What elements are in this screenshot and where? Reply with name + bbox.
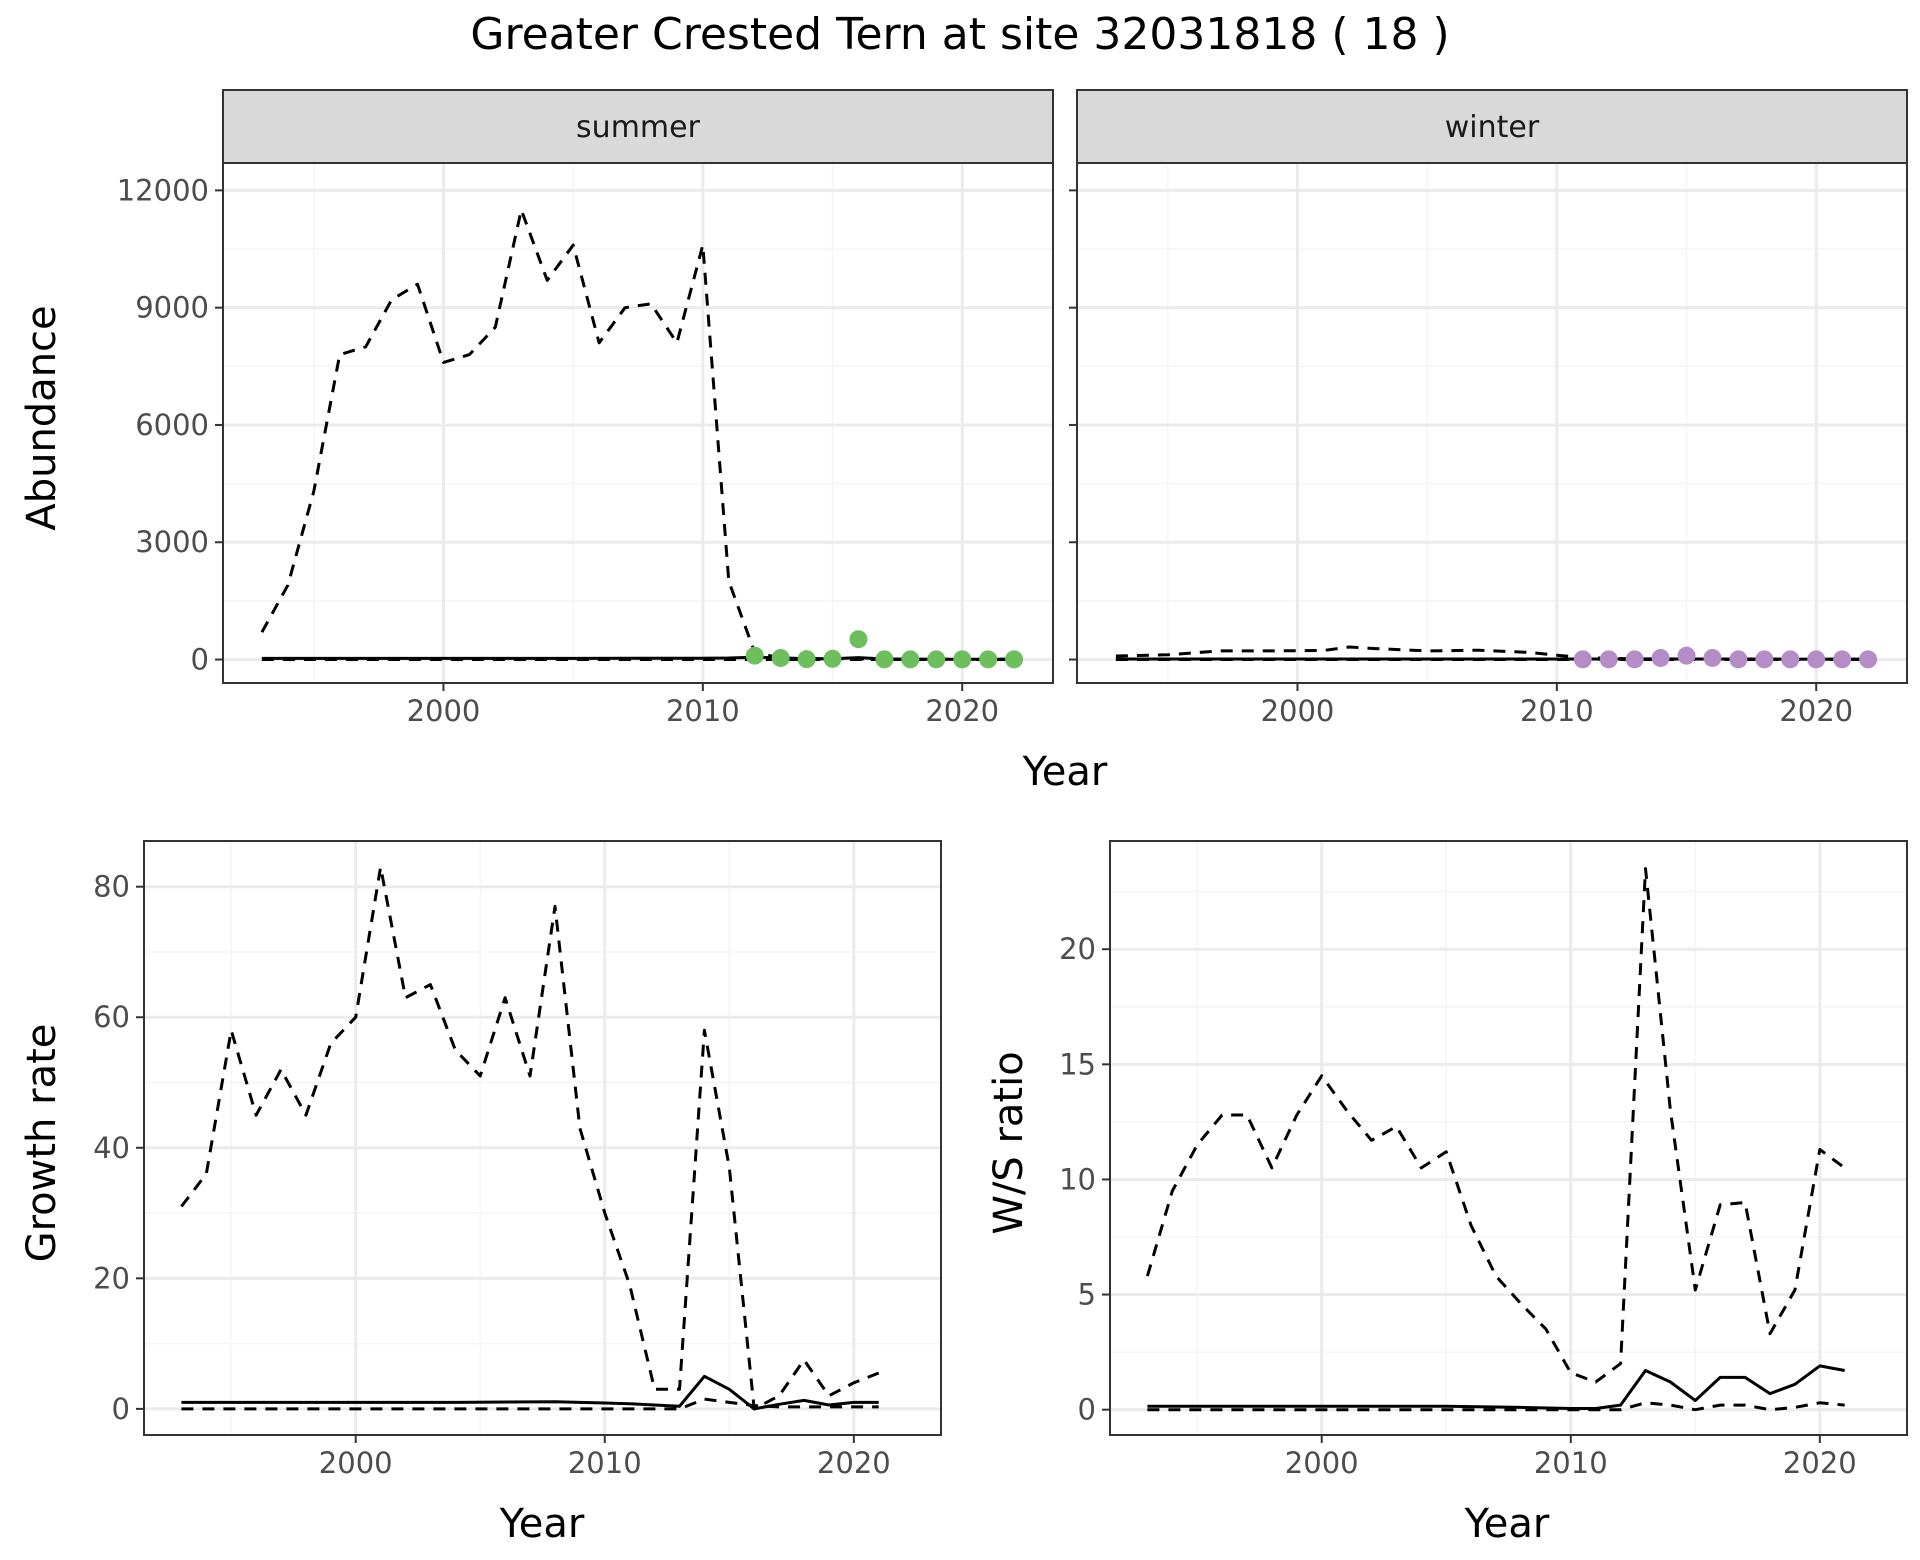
abundance-winter-data-point xyxy=(1859,650,1878,669)
ratio-y-tick-label: 5 xyxy=(1078,1278,1096,1312)
ratio-series-solid-2 xyxy=(1147,1364,1845,1410)
abundance-summer-data-point xyxy=(823,649,842,668)
ratio-x-tick-label: 2010 xyxy=(1534,1446,1608,1480)
abundance-winter-data-point xyxy=(1599,650,1618,669)
abundance-summer-data-point xyxy=(927,650,946,669)
abundance-winter-data-point xyxy=(1703,648,1722,667)
abundance-winter-data-point xyxy=(1573,650,1592,669)
growth-y-tick-label: 60 xyxy=(93,1000,130,1034)
facet-label-summer: summer xyxy=(576,110,701,145)
abundance-winter-data-point xyxy=(1807,650,1826,669)
growth-y-tick-label: 40 xyxy=(93,1131,130,1165)
ratio-x-axis-title: Year xyxy=(1464,1501,1550,1547)
ratio-y-tick-label: 15 xyxy=(1059,1047,1096,1081)
ratio-y-tick-label: 0 xyxy=(1078,1393,1096,1427)
facet-strip-winter: winter xyxy=(1076,89,1908,164)
abundance-winter-data-point xyxy=(1781,650,1800,669)
ratio-x-tick-label: 2020 xyxy=(1783,1446,1857,1480)
abundance-summer-x-tick-label: 2000 xyxy=(407,694,481,728)
abundance-winter-data-point xyxy=(1833,650,1852,669)
panel-abundance-winter: 2000 2010 2020 xyxy=(1069,162,1908,728)
growth-data-layer xyxy=(180,865,880,1411)
panel-growth-rate: 2000 2010 2020 0 20 40 60 80 xyxy=(93,840,942,1480)
abundance-winter-series-dashed-0 xyxy=(1115,645,1869,661)
abundance-summer-data-point xyxy=(797,650,816,669)
abundance-winter-panel-border xyxy=(1076,162,1908,684)
abundance-summer-data-point xyxy=(875,650,894,669)
abundance-summer-y-tick-label: 3000 xyxy=(135,525,209,559)
abundance-summer-x-tick-label: 2010 xyxy=(666,694,740,728)
panel-ws-ratio: 2000 2010 2020 0 5 10 15 20 xyxy=(1059,840,1908,1480)
facet-label-winter: winter xyxy=(1445,110,1540,145)
abundance-winter-x-tick-label: 2020 xyxy=(1779,694,1853,728)
abundance-summer-y-tick-label: 12000 xyxy=(117,173,209,207)
growth-series-solid-2 xyxy=(181,1374,879,1411)
abundance-summer-data-point xyxy=(901,650,920,669)
ratio-series-dashed-0 xyxy=(1145,867,1846,1384)
abundance-winter-data-point xyxy=(1651,648,1670,667)
abundance-summer-data-point xyxy=(745,646,764,665)
growth-y-tick-label: 80 xyxy=(93,870,130,904)
abundance-summer-y-tick-label: 9000 xyxy=(135,291,209,325)
abundance-winter-data-point xyxy=(1755,650,1774,669)
abundance-summer-data-layer xyxy=(260,208,1024,669)
abundance-winter-data-point xyxy=(1729,650,1748,669)
ratio-x-tick-label: 2000 xyxy=(1285,1446,1359,1480)
abundance-summer-data-point xyxy=(979,650,998,669)
growth-series-dashed-1 xyxy=(181,1397,879,1411)
growth-x-tick-label: 2010 xyxy=(568,1446,642,1480)
abundance-summer-data-point xyxy=(1005,650,1024,669)
facet-strip-summer-bg xyxy=(222,89,1054,164)
ratio-data-layer xyxy=(1145,867,1846,1412)
growth-series-dashed-0 xyxy=(180,865,880,1411)
growth-x-tick-label: 2020 xyxy=(817,1446,891,1480)
ratio-y-tick-label: 20 xyxy=(1059,932,1096,966)
abundance-winter-data-layer xyxy=(1115,645,1878,669)
growth-x-axis-title: Year xyxy=(499,1501,585,1547)
growth-y-tick-label: 0 xyxy=(112,1392,130,1426)
abundance-summer-series-dashed-0 xyxy=(260,208,1015,661)
chart-title: Greater Crested Tern at site 32031818 ( … xyxy=(470,9,1449,60)
abundance-summer-x-tick-label: 2020 xyxy=(925,694,999,728)
growth-x-tick-label: 2000 xyxy=(319,1446,393,1480)
abundance-winter-data-point xyxy=(1625,650,1644,669)
growth-panel-border xyxy=(143,840,942,1436)
panel-abundance-summer: 2000 2010 2020 0 3000 6000 9000 12000 xyxy=(117,162,1054,728)
facet-strip-summer: summer xyxy=(222,89,1054,164)
facet-strip-winter-bg xyxy=(1076,89,1908,164)
abundance-summer-series-solid-2 xyxy=(261,655,1015,661)
abundance-y-axis-title: Abundance xyxy=(19,305,65,530)
abundance-summer-data-point xyxy=(953,650,972,669)
abundance-x-axis-title: Year xyxy=(1022,749,1108,795)
ratio-y-tick-label: 10 xyxy=(1059,1162,1096,1196)
abundance-winter-data-point xyxy=(1677,646,1696,665)
ratio-y-axis-title: W/S ratio xyxy=(986,1051,1032,1234)
abundance-summer-y-tick-label: 6000 xyxy=(135,408,209,442)
abundance-summer-y-tick-label: 0 xyxy=(191,643,209,677)
abundance-summer-panel-border xyxy=(222,162,1054,684)
abundance-summer-data-point xyxy=(771,648,790,667)
abundance-winter-x-tick-label: 2010 xyxy=(1520,694,1594,728)
growth-y-tick-label: 20 xyxy=(93,1261,130,1295)
ratio-panel-border xyxy=(1109,840,1908,1436)
abundance-winter-x-tick-label: 2000 xyxy=(1261,694,1335,728)
growth-y-axis-title: Growth rate xyxy=(19,1024,65,1263)
abundance-summer-data-point xyxy=(849,630,868,649)
